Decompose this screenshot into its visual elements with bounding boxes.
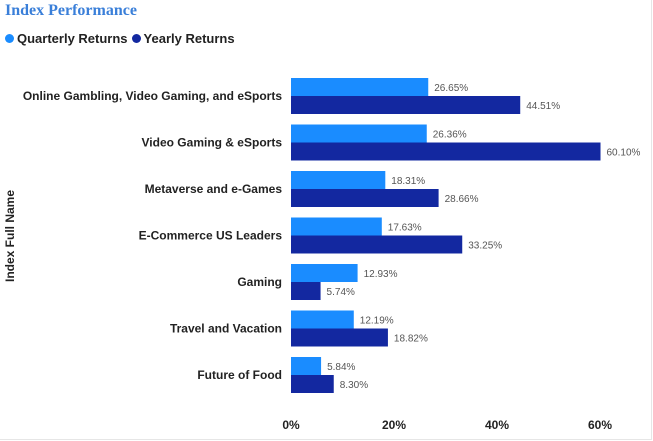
category-label: Travel and Vacation: [170, 322, 282, 336]
chart-title: Index Performance: [5, 2, 137, 19]
quarterly-bar[interactable]: [291, 357, 322, 375]
quarterly-bar[interactable]: [291, 124, 427, 143]
data-label: 8.30%: [340, 380, 368, 391]
data-label: 28.66%: [445, 194, 479, 205]
category-label: Video Gaming & eSports: [142, 136, 283, 150]
category-label: Future of Food: [197, 368, 282, 382]
yearly-bar[interactable]: [291, 282, 321, 300]
legend-item-quarterly[interactable]: Quarterly Returns: [5, 31, 128, 46]
legend-marker-yearly: [131, 34, 141, 43]
data-label: 26.65%: [434, 83, 468, 94]
yearly-bar[interactable]: [291, 189, 439, 207]
data-label: 18.82%: [394, 334, 428, 345]
data-label: 33.25%: [468, 241, 502, 252]
data-label: 18.31%: [391, 176, 425, 187]
quarterly-bar[interactable]: [291, 310, 354, 329]
yearly-bar[interactable]: [291, 235, 463, 254]
y-axis-label: Index Full Name: [3, 190, 17, 282]
category-label: Metaverse and e-Games: [145, 182, 283, 196]
legend-label-yearly: Yearly Returns: [143, 31, 235, 46]
category-label: E-Commerce US Leaders: [139, 229, 283, 243]
x-tick-label: 40%: [485, 418, 509, 432]
legend: Quarterly Returns Yearly Returns: [5, 31, 239, 46]
legend-item-yearly[interactable]: Yearly Returns: [131, 31, 235, 46]
legend-marker-quarterly: [5, 34, 14, 43]
yearly-bar[interactable]: [291, 375, 334, 393]
data-label: 5.84%: [327, 362, 355, 373]
data-label: 12.19%: [360, 316, 394, 327]
data-label: 5.74%: [327, 287, 355, 298]
quarterly-bar[interactable]: [291, 264, 358, 282]
data-label: 60.10%: [607, 148, 641, 159]
category-label: Online Gambling, Video Gaming, and eSpor…: [23, 89, 282, 103]
category-label: Gaming: [237, 275, 282, 289]
quarterly-bar[interactable]: [291, 171, 386, 189]
yearly-bar[interactable]: [291, 142, 601, 161]
data-label: 17.63%: [388, 223, 422, 234]
data-label: 26.36%: [433, 130, 467, 141]
data-label: 44.51%: [526, 101, 560, 112]
data-label: 12.93%: [364, 269, 398, 280]
quarterly-bar[interactable]: [291, 217, 382, 236]
yearly-bar[interactable]: [291, 328, 388, 347]
yearly-bar[interactable]: [291, 96, 521, 114]
legend-label-quarterly: Quarterly Returns: [17, 31, 128, 46]
quarterly-bar[interactable]: [291, 78, 429, 96]
x-tick-label: 20%: [382, 418, 406, 432]
x-tick-label: 60%: [588, 418, 612, 432]
x-tick-label: 0%: [282, 418, 300, 432]
